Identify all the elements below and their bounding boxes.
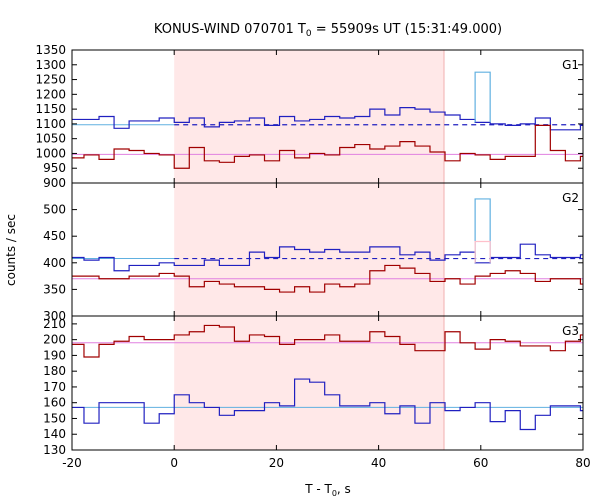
- y-axis-label: counts / sec: [4, 214, 18, 286]
- y-tick-label: 1150: [35, 102, 66, 116]
- highlight-interval: [174, 50, 445, 183]
- panels: 90095010001050110011501200125013001350G1…: [35, 43, 591, 470]
- y-tick-label: 200: [43, 333, 66, 347]
- y-tick-label: 1000: [35, 146, 66, 160]
- chart-title: KONUS-WIND 070701 T0 = 55909s UT (15:31:…: [154, 22, 502, 39]
- series-step-line-energy-band: [72, 264, 583, 293]
- x-axis-label-sub: 0: [332, 489, 337, 498]
- series-step-line-sum: [72, 378, 583, 431]
- highlight-interval: [174, 316, 445, 450]
- y-tick-label: 300: [43, 309, 66, 323]
- x-axis-label-suffix: , s: [337, 482, 351, 496]
- panel-plot-area: [72, 71, 583, 169]
- panel-label: G3: [562, 324, 579, 338]
- x-tick-label: 80: [575, 456, 590, 470]
- x-tick-label: -20: [62, 456, 82, 470]
- chart-title-sub: 0: [306, 29, 312, 39]
- y-tick-label: 210: [43, 317, 66, 331]
- x-tick-label: 60: [473, 456, 488, 470]
- y-tick-label: 500: [43, 203, 66, 217]
- y-tick-label: 1350: [35, 43, 66, 57]
- y-tick-label: 140: [43, 427, 66, 441]
- series-step-line-sum: [72, 107, 583, 131]
- x-axis-label-prefix: T - T: [304, 482, 332, 496]
- y-tick-label: 170: [43, 380, 66, 394]
- y-tick-label: 1300: [35, 58, 66, 72]
- y-tick-label: 180: [43, 364, 66, 378]
- y-tick-label: 1050: [35, 132, 66, 146]
- x-tick-label: 0: [170, 456, 178, 470]
- y-tick-label: 1250: [35, 73, 66, 87]
- series-step-line-energy-band: [72, 324, 583, 358]
- y-tick-label: 450: [43, 229, 66, 243]
- panel-label: G1: [562, 58, 579, 72]
- y-tick-label: 130: [43, 443, 66, 457]
- series-step-line-sum: [72, 243, 583, 272]
- chart-title-prefix: KONUS-WIND 070701 T: [154, 22, 306, 37]
- panel-g2: 300 350 400 450 500 G2: [43, 182, 584, 323]
- series-step-line-energy-band: [72, 124, 583, 169]
- y-tick-label: 350: [43, 282, 66, 296]
- panel-frame: [71, 315, 584, 451]
- y-tick-label: 400: [43, 256, 66, 270]
- x-axis-label: T - T0, s: [304, 482, 351, 498]
- y-tick-label: 1200: [35, 87, 66, 101]
- y-tick-label: 900: [43, 176, 66, 190]
- peak-bin-step: [474, 71, 491, 123]
- x-tick-label: 40: [371, 456, 386, 470]
- y-tick-label: 190: [43, 348, 66, 362]
- panel-plot-area: [72, 324, 583, 431]
- x-tick-label: 20: [269, 456, 284, 470]
- peak-bin-step: [474, 198, 491, 263]
- peak-bin-step: [474, 240, 491, 263]
- y-tick-label: 150: [43, 411, 66, 425]
- chart-title-suffix: = 55909s UT (15:31:49.000): [312, 22, 502, 37]
- y-tick-label: 950: [43, 161, 66, 175]
- panel-label: G2: [562, 191, 579, 205]
- y-tick-label: 1100: [35, 117, 66, 131]
- panel-plot-area: [72, 198, 583, 293]
- y-tick-label: 160: [43, 396, 66, 410]
